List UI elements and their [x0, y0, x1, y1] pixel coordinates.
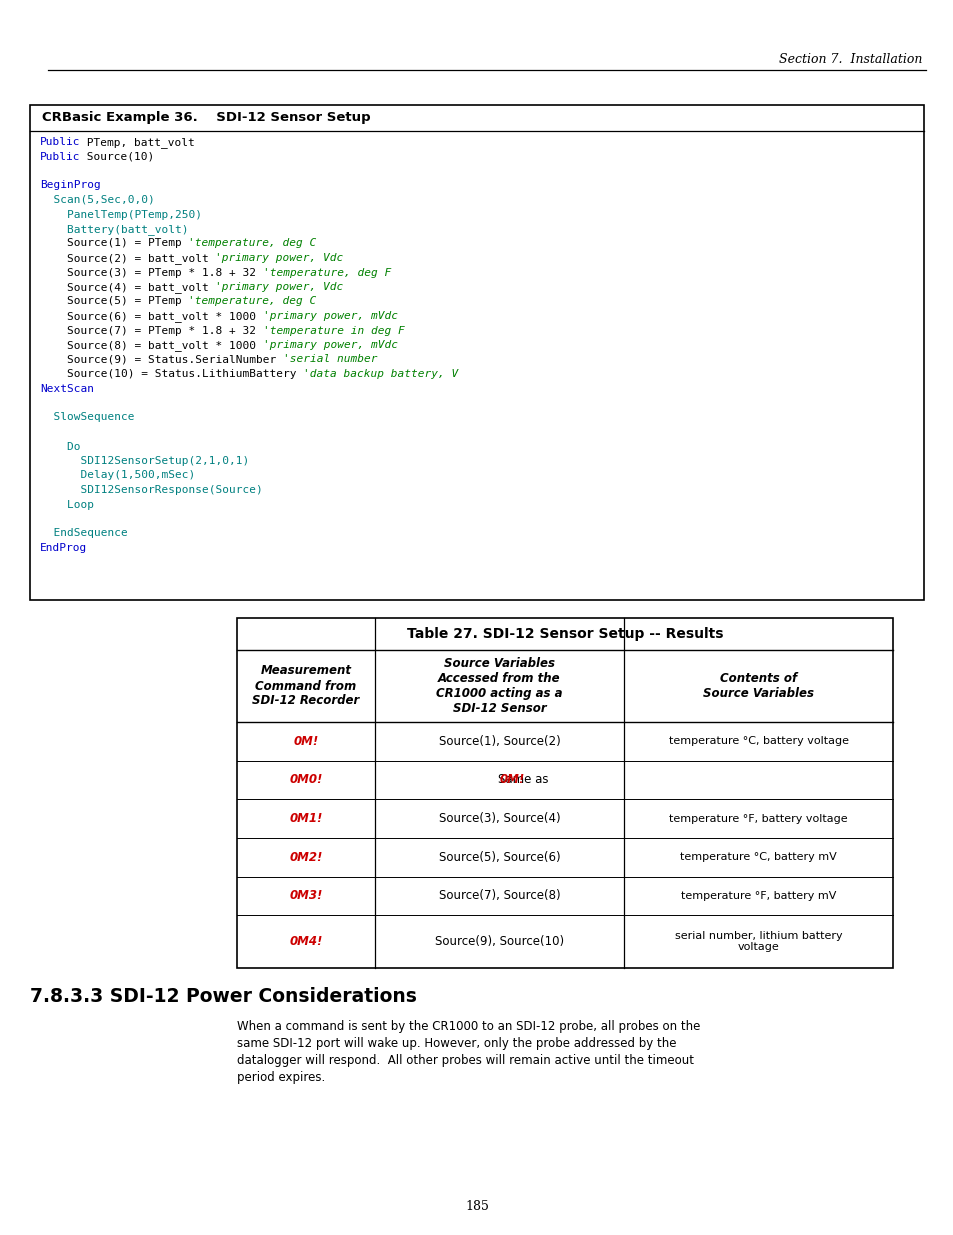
- Text: 'data backup battery, V: 'data backup battery, V: [303, 369, 458, 379]
- Text: Source(1), Source(2): Source(1), Source(2): [438, 735, 559, 748]
- Text: 7.8.3.3 SDI-12 Power Considerations: 7.8.3.3 SDI-12 Power Considerations: [30, 987, 416, 1007]
- Text: Source(3), Source(4): Source(3), Source(4): [438, 813, 559, 825]
- Text: EndProg: EndProg: [40, 543, 87, 553]
- Text: Loop: Loop: [40, 499, 94, 510]
- Text: 'temperature, deg C: 'temperature, deg C: [189, 296, 316, 306]
- Text: 'primary power, Vdc: 'primary power, Vdc: [215, 253, 343, 263]
- Text: 0M4!: 0M4!: [289, 935, 322, 948]
- Text: BeginProg: BeginProg: [40, 180, 101, 190]
- Text: Source(5), Source(6): Source(5), Source(6): [438, 851, 559, 863]
- Text: Source(10) = Status.LithiumBattery: Source(10) = Status.LithiumBattery: [40, 369, 303, 379]
- Text: 'temperature in deg F: 'temperature in deg F: [262, 326, 404, 336]
- Text: Source(4) = batt_volt: Source(4) = batt_volt: [40, 282, 215, 293]
- Text: Scan(5,Sec,0,0): Scan(5,Sec,0,0): [40, 195, 154, 205]
- Text: 'primary power, Vdc: 'primary power, Vdc: [215, 282, 343, 291]
- Text: 0M0!: 0M0!: [289, 773, 322, 787]
- Text: Do: Do: [40, 441, 80, 452]
- Text: Public: Public: [40, 152, 80, 162]
- Text: Section 7.  Installation: Section 7. Installation: [778, 53, 921, 65]
- Text: Source(9), Source(10): Source(9), Source(10): [435, 935, 563, 948]
- Text: 0M2!: 0M2!: [289, 851, 322, 863]
- Text: Source(7), Source(8): Source(7), Source(8): [438, 889, 559, 903]
- Text: 0M!: 0M!: [293, 735, 318, 748]
- Text: Public: Public: [40, 137, 80, 147]
- Text: When a command is sent by the CR1000 to an SDI-12 probe, all probes on the
same : When a command is sent by the CR1000 to …: [236, 1020, 700, 1084]
- Text: serial number, lithium battery
voltage: serial number, lithium battery voltage: [674, 931, 841, 952]
- Text: EndSequence: EndSequence: [40, 529, 128, 538]
- Text: Measurement
Command from
SDI-12 Recorder: Measurement Command from SDI-12 Recorder: [252, 664, 359, 708]
- Text: Same as: Same as: [497, 773, 552, 787]
- Text: temperature °F, battery voltage: temperature °F, battery voltage: [668, 814, 847, 824]
- Text: 0M1!: 0M1!: [289, 813, 322, 825]
- Text: CRBasic Example 36.    SDI-12 Sensor Setup: CRBasic Example 36. SDI-12 Sensor Setup: [42, 111, 370, 125]
- Text: Source(10): Source(10): [80, 152, 154, 162]
- Text: Source(8) = batt_volt * 1000: Source(8) = batt_volt * 1000: [40, 340, 262, 351]
- Text: SlowSequence: SlowSequence: [40, 412, 134, 422]
- Text: Battery(batt_volt): Battery(batt_volt): [40, 224, 189, 235]
- Text: Source(5) = PTemp: Source(5) = PTemp: [40, 296, 189, 306]
- Text: PTemp, batt_volt: PTemp, batt_volt: [80, 137, 195, 148]
- Text: Source(2) = batt_volt: Source(2) = batt_volt: [40, 253, 215, 264]
- Text: Table 27. SDI-12 Sensor Setup -- Results: Table 27. SDI-12 Sensor Setup -- Results: [406, 627, 722, 641]
- Text: PanelTemp(PTemp,250): PanelTemp(PTemp,250): [40, 210, 202, 220]
- Text: Delay(1,500,mSec): Delay(1,500,mSec): [40, 471, 195, 480]
- Text: Source Variables
Accessed from the
CR1000 acting as a
SDI-12 Sensor: Source Variables Accessed from the CR100…: [436, 657, 562, 715]
- Text: temperature °C, battery voltage: temperature °C, battery voltage: [668, 736, 847, 746]
- Text: 'temperature, deg F: 'temperature, deg F: [262, 268, 391, 278]
- Text: 'serial number: 'serial number: [283, 354, 377, 364]
- Text: temperature °C, battery mV: temperature °C, battery mV: [679, 852, 836, 862]
- Text: 0M!: 0M!: [498, 773, 524, 787]
- Text: 'primary power, mVdc: 'primary power, mVdc: [262, 311, 397, 321]
- Text: Source(6) = batt_volt * 1000: Source(6) = batt_volt * 1000: [40, 311, 262, 322]
- Text: SDI12SensorResponse(Source): SDI12SensorResponse(Source): [40, 485, 262, 495]
- Text: 'temperature, deg C: 'temperature, deg C: [189, 238, 316, 248]
- Text: 185: 185: [464, 1200, 489, 1213]
- Text: 0M3!: 0M3!: [289, 889, 322, 903]
- Text: NextScan: NextScan: [40, 384, 94, 394]
- Text: Source(3) = PTemp * 1.8 + 32: Source(3) = PTemp * 1.8 + 32: [40, 268, 262, 278]
- Bar: [30, 105, 923, 600]
- Text: Source(1) = PTemp: Source(1) = PTemp: [40, 238, 189, 248]
- Text: temperature °F, battery mV: temperature °F, battery mV: [680, 890, 836, 900]
- Text: Source(9) = Status.SerialNumber: Source(9) = Status.SerialNumber: [40, 354, 283, 364]
- Text: 'primary power, mVdc: 'primary power, mVdc: [262, 340, 397, 350]
- Bar: [236, 618, 892, 968]
- Text: Contents of
Source Variables: Contents of Source Variables: [702, 672, 813, 700]
- Text: SDI12SensorSetup(2,1,0,1): SDI12SensorSetup(2,1,0,1): [40, 456, 249, 466]
- Text: Source(7) = PTemp * 1.8 + 32: Source(7) = PTemp * 1.8 + 32: [40, 326, 262, 336]
